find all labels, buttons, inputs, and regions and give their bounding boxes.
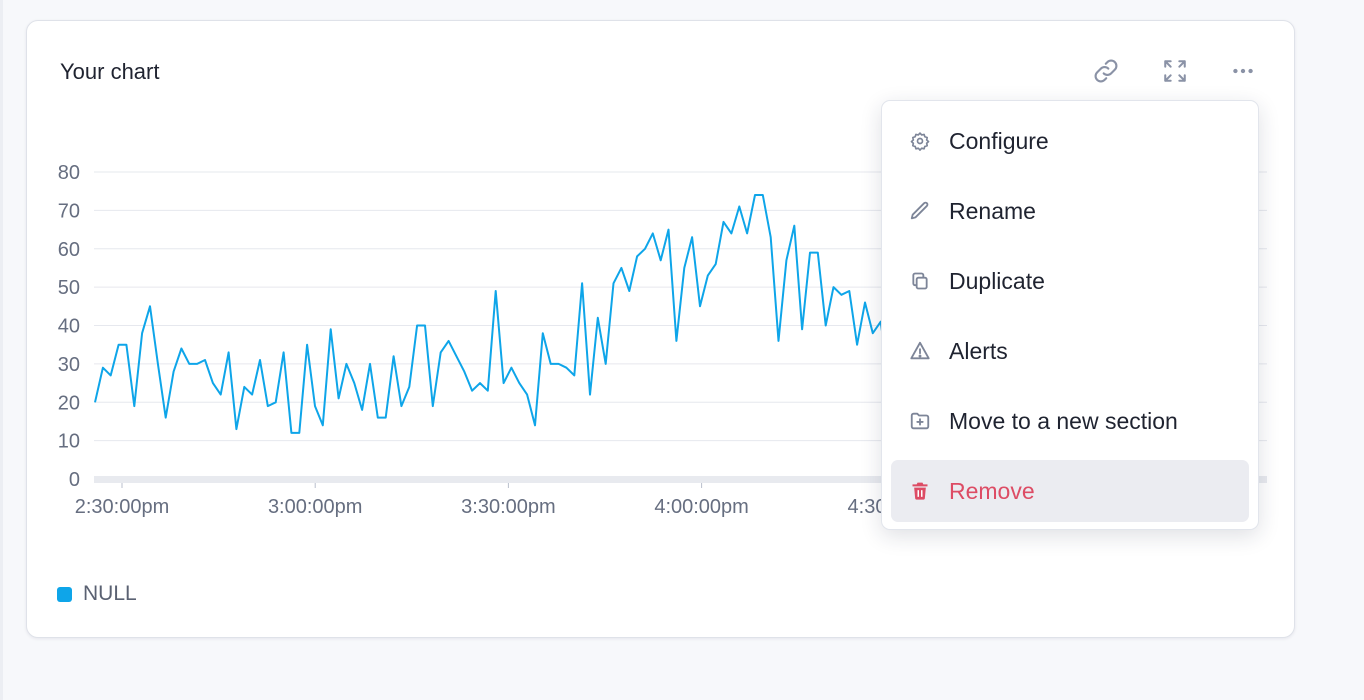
menu-item-configure[interactable]: Configure [891,110,1249,172]
gear-icon [909,130,931,152]
menu-item-label: Alerts [949,337,1008,364]
more-options-button[interactable] [1228,56,1258,86]
menu-item-label: Move to a new section [949,407,1178,434]
x-tick-label: 3:00:00pm [268,496,363,518]
y-tick-label: 80 [58,162,80,184]
duplicate-icon [909,270,931,292]
y-tick-label: 50 [58,277,80,299]
menu-item-label: Duplicate [949,267,1045,294]
page-left-border [0,0,3,700]
link-icon [1094,59,1118,83]
menu-item-label: Remove [949,477,1035,504]
menu-item-label: Rename [949,197,1036,224]
alert-icon [909,340,931,362]
y-tick-label: 70 [58,200,80,222]
y-tick-label: 10 [58,431,80,453]
x-tick-label: 2:30:00pm [75,496,170,518]
x-axis-band [94,476,1267,483]
menu-item-label: Configure [949,127,1049,154]
menu-item-rename[interactable]: Rename [891,180,1249,242]
legend-swatch [57,586,72,602]
chart-options-menu: Configure Rename Duplicate Alerts [881,100,1259,530]
y-axis-ticks: 0 10 20 30 40 50 60 70 80 [58,162,80,491]
more-icon [1233,68,1253,74]
folder-plus-icon [909,410,931,432]
menu-item-remove[interactable]: Remove [891,460,1249,522]
chart-legend: NULL [57,582,137,606]
y-tick-label: 20 [58,392,80,414]
legend-label: NULL [83,582,137,605]
y-tick-label: 60 [58,239,80,261]
menu-item-alerts[interactable]: Alerts [891,320,1249,382]
expand-icon [1164,60,1186,82]
y-tick-label: 0 [69,469,80,491]
x-tick-label: 3:30:00pm [461,496,556,518]
y-tick-label: 40 [58,316,80,338]
fullscreen-button[interactable] [1160,56,1190,86]
copy-link-button[interactable] [1091,56,1121,86]
menu-item-move-to-section[interactable]: Move to a new section [891,390,1249,452]
menu-item-duplicate[interactable]: Duplicate [891,250,1249,312]
x-tick-label: 4:00:00pm [654,496,749,518]
y-tick-label: 30 [58,354,80,376]
trash-icon [909,480,931,502]
chart-title: Your chart [60,59,160,84]
pencil-icon [909,200,931,222]
